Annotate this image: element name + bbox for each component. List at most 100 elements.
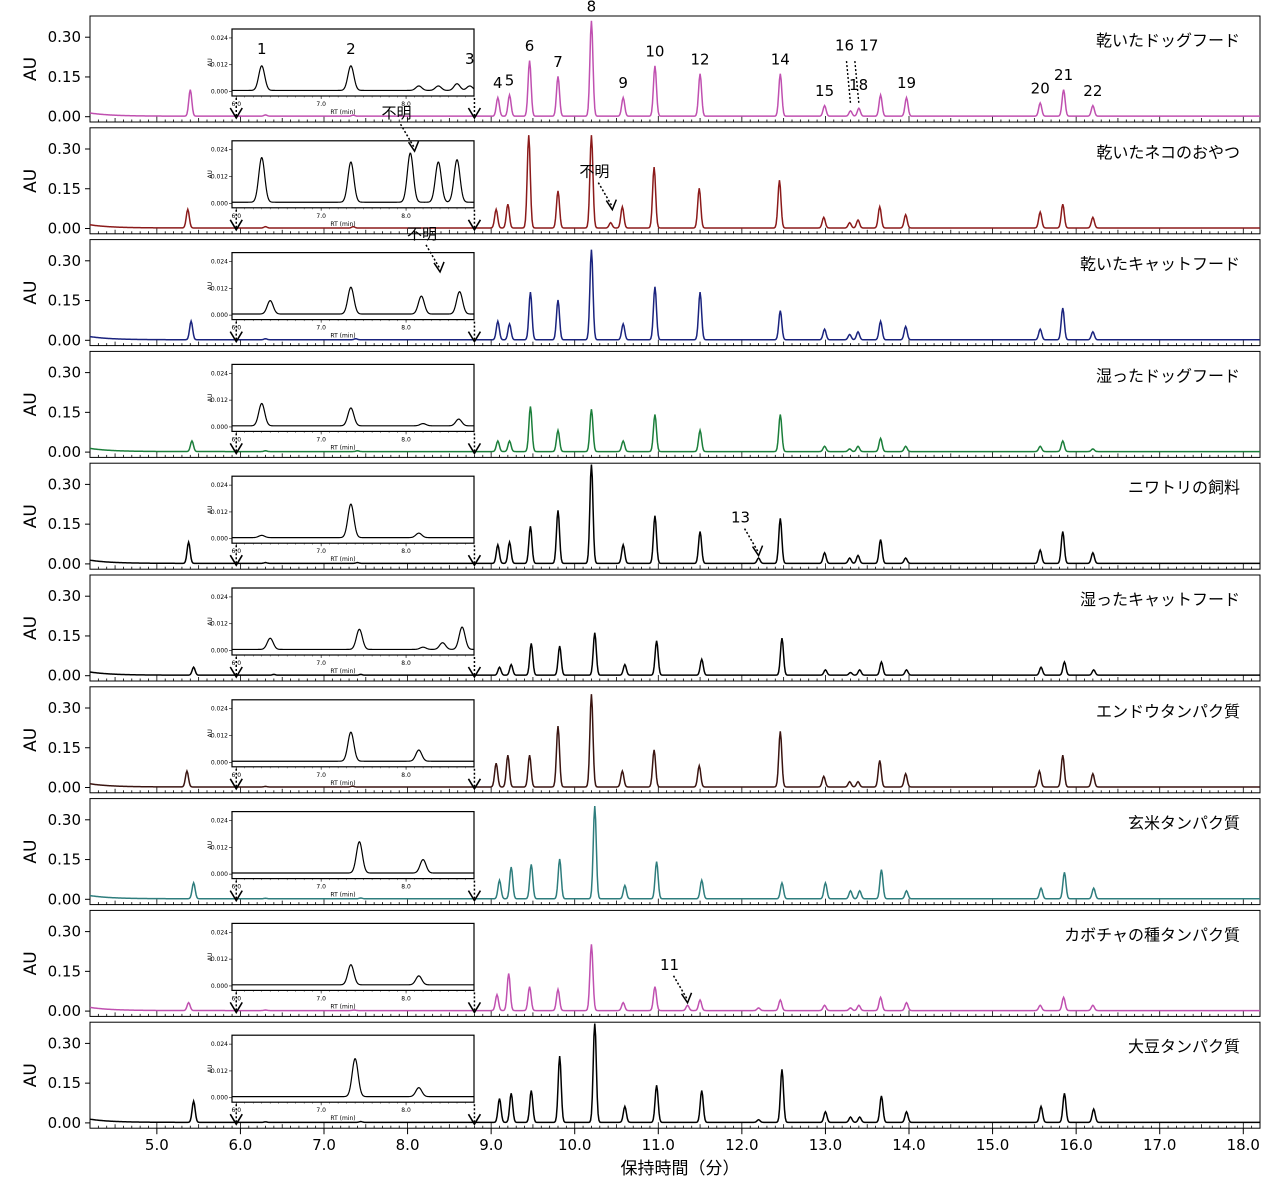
peak-annotation: 11 [660,956,679,974]
inset-window-arrowhead [467,666,482,679]
inset-y-label: AU [207,953,214,962]
inset-x-tick-label: 7.0 [316,101,326,108]
inset-x-tick-label: 6.0 [231,548,241,555]
y-tick-label: 0.00 [48,1002,81,1020]
y-tick-label: 0.30 [48,587,81,605]
y-tick-label: 0.00 [48,108,81,126]
panel-title: 玄米タンパク質 [1128,814,1240,833]
inset-x-tick-label: 8.0 [401,660,411,667]
series-trace [89,20,1260,117]
panel-title: ニワトリの飼料 [1128,478,1240,497]
inset-x-tick-label: 7.0 [316,884,326,891]
series-trace [89,406,1260,453]
annotation-arrow [399,123,416,149]
inset-y-tick-label: 0.012 [211,174,228,181]
y-tick-label: 0.15 [48,292,81,310]
x-tick-label: 17.0 [1143,1136,1176,1154]
inset-trace [232,402,474,427]
y-axis-label: AU [21,392,41,416]
inset-x-label: RT (min) [330,556,355,563]
y-tick-label: 0.15 [48,1074,81,1092]
y-axis-label: AU [21,951,41,975]
inset-trace [232,840,474,874]
y-tick-label: 0.15 [48,851,81,869]
inset-y-label: AU [207,58,214,67]
inset-y-label: AU [207,729,214,738]
inset-x-tick-label: 7.0 [316,995,326,1002]
peak-number-label: 5 [505,72,515,90]
y-tick-label: 0.30 [48,1034,81,1052]
y-tick-label: 0.15 [48,739,81,757]
inset-window-arrowhead [467,554,482,567]
x-tick-label: 10.0 [558,1136,591,1154]
peak-number-label: 12 [691,50,710,68]
panel-1: 0.00 0.15 0.30 AU 乾いたドッグフード 0.000 0.012 0.024 AU… [21,0,1261,126]
y-tick-label: 0.30 [48,28,81,46]
y-tick-label: 0.30 [48,364,81,382]
x-tick-label: 18.0 [1227,1136,1260,1154]
inset-y-label: AU [207,617,214,626]
y-tick-label: 0.15 [48,515,81,533]
inset-x-tick-label: 7.0 [316,213,326,220]
inset-y-tick-label: 0.024 [211,929,228,936]
peak-number-label: 15 [815,82,834,100]
panel-title: カボチャの種タンパク質 [1064,925,1240,944]
inset-window-arrowhead [229,1001,243,1014]
panel-7: 0.00 0.15 0.30 AU エンドウタンパク質 0.000 0.012 0.024 AU… [21,686,1261,797]
x-tick-label: 6.0 [228,1136,252,1154]
inset-x-tick-label: 6.0 [231,1107,241,1114]
panel-title: エンドウタンパク質 [1096,702,1240,721]
inset-y-label: AU [207,841,214,850]
x-tick-label: 16.0 [1059,1136,1092,1154]
y-tick-label: 0.15 [48,180,81,198]
y-tick-label: 0.00 [48,220,81,238]
inset-x-tick-label: 6.0 [231,772,241,779]
inset-window-arrowhead [467,1113,482,1126]
inset-x-tick-label: 8.0 [401,548,411,555]
annotation-arrow [672,975,689,1001]
y-tick-label: 0.15 [48,403,81,421]
y-tick-label: 0.00 [48,890,81,908]
peak-annotation: 不明 [579,163,609,181]
peak-number-label: 17 [859,36,878,54]
y-tick-label: 0.00 [48,779,81,797]
inset-window-arrowhead [229,1113,243,1126]
panel-9: 0.00 0.15 0.30 AU カボチャの種タンパク質 0.000 0.012 0.024… [21,909,1261,1020]
peak-number-label: 18 [849,76,868,94]
series-trace [89,135,1260,229]
inset-y-tick-label: 0.024 [211,1041,228,1048]
y-axis-label: AU [21,840,41,864]
inset-x-tick-label: 8.0 [401,772,411,779]
inset-y-tick-label: 0.012 [211,509,228,516]
inset-y-tick-label: 0.000 [211,424,228,431]
inset-y-tick-label: 0.012 [211,733,228,740]
inset-x-tick-label: 6.0 [231,436,241,443]
y-tick-label: 0.30 [48,140,81,158]
inset-x-tick-label: 8.0 [401,436,411,443]
inset-y-tick-label: 0.024 [211,259,228,266]
panel-title: 湿ったドッグフード [1096,366,1240,385]
inset-trace [232,731,474,762]
inset-y-tick-label: 0.024 [211,35,228,42]
inset-x-tick-label: 8.0 [401,1107,411,1114]
series-trace [89,464,1260,565]
inset-x-label: RT (min) [330,109,355,116]
inset-y-label: AU [207,505,214,514]
inset-x-label: RT (min) [330,1115,355,1122]
peak-number-label: 1 [257,40,267,58]
x-tick-label: 15.0 [976,1136,1009,1154]
inset-x-tick-label: 7.0 [316,325,326,332]
inset-window-arrowhead [229,890,243,903]
inset-window-arrowhead [229,331,243,344]
inset-y-tick-label: 0.024 [211,147,228,154]
inset-x-label: RT (min) [330,333,355,340]
peak-number-label: 21 [1054,66,1073,84]
y-axis-label: AU [21,1063,41,1087]
inset-window-arrowhead [229,219,243,232]
inset-y-tick-label: 0.012 [211,397,228,404]
inset-x-label: RT (min) [330,780,355,787]
inset-x-tick-label: 6.0 [231,995,241,1002]
inset-frame [231,363,475,432]
panel-4: 0.00 0.15 0.30 AU 湿ったドッグフード 0.000 0.012 0.024 AU… [21,350,1261,461]
y-tick-label: 0.30 [48,923,81,941]
